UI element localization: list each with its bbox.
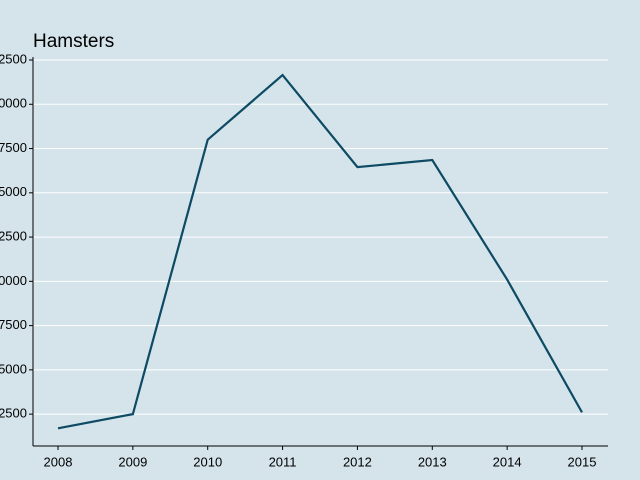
y-tick-label: 12500 [0, 406, 27, 421]
line-series [57, 73, 583, 430]
x-tick-label: 2015 [568, 454, 597, 469]
chart-title: Hamsters [33, 31, 114, 52]
x-tick-label: 2014 [493, 454, 522, 469]
y-tick-label: 15000 [0, 361, 27, 376]
x-tick-label: 2013 [418, 454, 447, 469]
y-tick-label: 22500 [0, 229, 27, 244]
y-tick-label: 25000 [0, 184, 27, 199]
y-tick-label: 20000 [0, 273, 27, 288]
y-tick-label: 30000 [0, 96, 27, 111]
x-tick-label: 2009 [118, 454, 147, 469]
x-tick-label: 2012 [343, 454, 372, 469]
x-tick-label: 2010 [193, 454, 222, 469]
y-tick-label: 27500 [0, 140, 27, 155]
x-tick-label: 2008 [44, 454, 73, 469]
y-tick-label: 32500 [0, 51, 27, 66]
x-tick-label: 2011 [269, 454, 297, 469]
y-tick-label: 17500 [0, 317, 27, 332]
